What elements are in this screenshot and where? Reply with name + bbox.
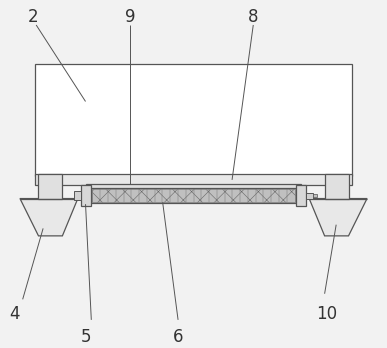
Bar <box>325 174 349 199</box>
Text: 9: 9 <box>125 8 135 26</box>
Bar <box>74 191 80 200</box>
Text: 10: 10 <box>316 305 337 323</box>
Bar <box>38 174 62 199</box>
Bar <box>307 192 313 199</box>
Text: 6: 6 <box>173 328 183 346</box>
Bar <box>80 185 91 206</box>
Bar <box>86 184 301 199</box>
Bar <box>313 194 317 197</box>
Text: 8: 8 <box>248 8 259 26</box>
Text: 4: 4 <box>9 305 19 323</box>
Bar <box>296 185 307 206</box>
Text: 5: 5 <box>80 328 91 346</box>
Bar <box>92 189 295 202</box>
Bar <box>35 174 352 185</box>
Polygon shape <box>20 199 78 236</box>
Bar <box>35 64 352 176</box>
Bar <box>91 188 296 203</box>
Polygon shape <box>309 199 367 236</box>
Text: 2: 2 <box>28 8 39 26</box>
